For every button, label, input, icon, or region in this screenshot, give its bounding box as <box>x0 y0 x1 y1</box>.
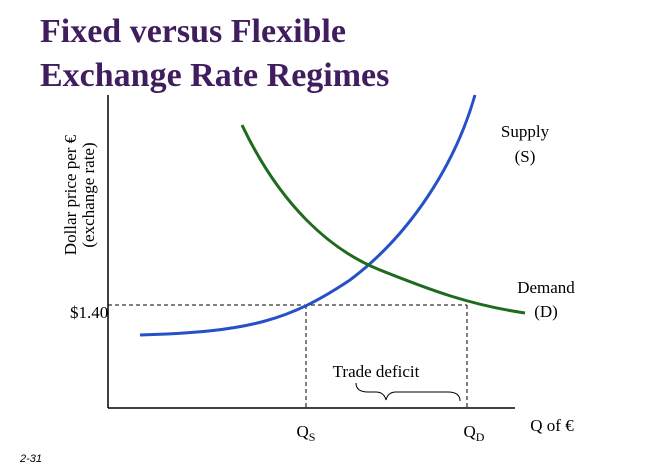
q-main: Q <box>297 422 309 441</box>
x-axis-label: Q of € <box>530 416 574 435</box>
y-axis-label: Dollar price per € (exchange rate) <box>61 134 98 255</box>
q-sub: D <box>476 430 485 444</box>
y-axis-label-line: Dollar price per € <box>61 134 80 255</box>
slide-number: 2-31 <box>19 453 42 465</box>
title-line: Fixed versus Flexible <box>40 13 346 50</box>
supply-label: (S) <box>515 147 536 166</box>
title-line: Exchange Rate Regimes <box>40 57 389 94</box>
demand-label: Demand <box>517 278 575 297</box>
qs-label: QS <box>297 422 316 444</box>
brace <box>355 382 461 402</box>
price-label: $1.40 <box>70 303 108 322</box>
supply-curve <box>139 94 477 337</box>
annotation: Trade deficit <box>333 362 420 381</box>
y-axis-label-line: (exchange rate) <box>79 142 98 247</box>
demand-curve <box>240 124 526 315</box>
qd-label: QD <box>464 422 485 444</box>
supply-label: Supply <box>501 122 550 141</box>
q-main: Q <box>464 422 476 441</box>
q-sub: S <box>309 430 316 444</box>
demand-label: (D) <box>534 302 558 321</box>
